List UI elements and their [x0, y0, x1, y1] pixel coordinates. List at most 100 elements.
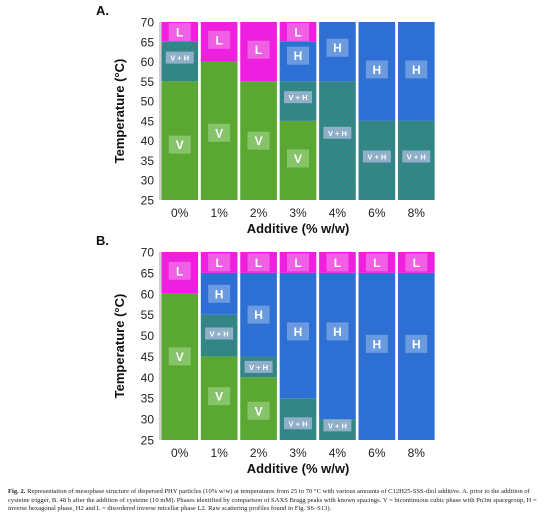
- y-tick-label: 25: [141, 434, 155, 448]
- y-tick-label: 50: [141, 95, 155, 109]
- phase-label: V: [255, 404, 263, 418]
- phase-label-box: [168, 22, 191, 41]
- phase-label: H: [333, 41, 342, 55]
- phase-label: L: [176, 25, 183, 39]
- phase-label-box: [365, 334, 388, 353]
- phase-label-box: [362, 150, 391, 163]
- x-tick-label: 3%: [289, 206, 307, 220]
- y-tick-label: 35: [141, 392, 155, 406]
- phase-label-box: [247, 131, 270, 150]
- y-tick-label: 30: [141, 413, 155, 427]
- panel-letter: B.: [96, 233, 109, 248]
- panel-a-chart: A. 25 30 35 40 45 50 55 60 65 70 Temperature (°C) V V…: [96, 3, 435, 236]
- y-tick-label: 55: [141, 308, 155, 322]
- phase-label: L: [215, 33, 222, 47]
- phase-label: H: [412, 63, 421, 77]
- x-tick-label: 0%: [171, 206, 189, 220]
- phase-label: V + H: [367, 152, 386, 161]
- phase-label: V + H: [210, 329, 229, 338]
- phase-label-box: [244, 360, 273, 373]
- phase-label: V + H: [289, 419, 308, 428]
- phase-label-box: [326, 322, 349, 341]
- y-tick-label: 45: [141, 114, 155, 128]
- phase-label: V + H: [249, 363, 268, 372]
- phase-label: H: [333, 325, 342, 339]
- x-tick-label: 6%: [368, 446, 386, 460]
- y-tick-label: 35: [141, 154, 155, 168]
- phase-label: V: [215, 126, 223, 140]
- phase-label: L: [255, 256, 262, 270]
- phase-label: L: [334, 256, 341, 270]
- x-tick-label: 2%: [250, 206, 268, 220]
- x-tick-label: 6%: [368, 206, 386, 220]
- phase-label: V: [294, 152, 302, 166]
- phase-label-box: [208, 123, 231, 142]
- y-tick-label: 65: [141, 266, 155, 280]
- phase-label: L: [215, 256, 222, 270]
- panel-letter: A.: [96, 3, 109, 18]
- phase-segment-v: [161, 293, 199, 440]
- phase-label: V: [215, 390, 223, 404]
- y-axis-title: Temperature (°C): [112, 59, 127, 164]
- y-tick-label: 65: [141, 35, 155, 49]
- phase-label: L: [294, 25, 301, 39]
- phase-diagram-figure: A. 25 30 35 40 45 50 55 60 65 70 Temperature (°C) V V…: [96, 3, 435, 476]
- phase-label-box: [287, 149, 309, 168]
- phase-label: H: [215, 287, 224, 301]
- x-tick-label: 8%: [408, 206, 426, 220]
- y-tick-label: 25: [141, 194, 155, 208]
- x-tick-label: 3%: [289, 446, 307, 460]
- phase-label: V + H: [328, 421, 347, 430]
- phase-label-box: [284, 417, 312, 430]
- phase-segment-h: [319, 272, 356, 420]
- phase-label-box: [326, 253, 349, 272]
- phase-label-box: [287, 253, 309, 272]
- phase-label: V + H: [407, 152, 426, 161]
- phase-label: H: [254, 308, 263, 322]
- phase-label-box: [365, 253, 388, 272]
- x-tick-label: 8%: [408, 446, 426, 460]
- phase-label-box: [208, 284, 231, 303]
- phase-label: H: [294, 49, 303, 63]
- y-tick-label: 70: [141, 246, 155, 260]
- x-axis-title: Additive (% w/w): [247, 461, 350, 476]
- phase-segment-vh: [319, 81, 356, 200]
- phase-label: L: [413, 256, 420, 270]
- phase-label-box: [165, 51, 194, 64]
- figure-caption: Fig. 2. Representation of mesophase stru…: [8, 488, 544, 514]
- phase-segment-h: [397, 272, 435, 440]
- phase-label-box: [323, 419, 352, 432]
- y-tick-label: 50: [141, 329, 155, 343]
- phase-label: V: [176, 138, 184, 152]
- x-tick-label: 0%: [171, 446, 189, 460]
- phase-label-box: [365, 60, 388, 79]
- phase-label-box: [208, 30, 231, 49]
- caption-text: Representation of mesophase structure of…: [8, 488, 537, 513]
- y-tick-label: 45: [141, 350, 155, 364]
- phase-label-box: [168, 135, 191, 154]
- x-tick-label: 4%: [329, 446, 347, 460]
- y-tick-label: 70: [141, 16, 155, 30]
- phase-label: H: [412, 337, 421, 351]
- phase-label-box: [168, 261, 191, 280]
- y-axis-title: Temperature (°C): [112, 294, 127, 399]
- phase-label-box: [247, 40, 270, 59]
- phase-label-box: [405, 60, 428, 79]
- x-tick-label: 1%: [210, 206, 228, 220]
- phase-segment-h: [358, 272, 396, 440]
- phase-label-box: [326, 38, 349, 57]
- y-tick-label: 40: [141, 134, 155, 148]
- phase-label: H: [294, 325, 303, 339]
- x-tick-label: 1%: [210, 446, 228, 460]
- x-tick-label: 4%: [329, 206, 347, 220]
- y-tick-label: 55: [141, 75, 155, 89]
- phase-label-box: [247, 253, 270, 272]
- y-tick-label: 60: [141, 55, 155, 69]
- phase-label-box: [247, 305, 270, 324]
- phase-label: V + H: [170, 54, 189, 63]
- phase-label-box: [323, 126, 352, 139]
- phase-label: V: [176, 350, 184, 364]
- phase-label-box: [287, 22, 309, 41]
- phase-label-box: [168, 347, 191, 366]
- phase-label-box: [402, 150, 431, 163]
